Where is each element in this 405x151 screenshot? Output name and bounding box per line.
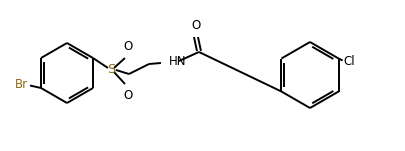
Text: Br: Br [15, 77, 28, 90]
Text: Cl: Cl [343, 55, 355, 68]
Text: O: O [124, 40, 132, 53]
Text: O: O [191, 19, 200, 32]
Text: HN: HN [169, 56, 186, 69]
Text: S: S [107, 64, 115, 77]
Text: O: O [124, 89, 132, 102]
